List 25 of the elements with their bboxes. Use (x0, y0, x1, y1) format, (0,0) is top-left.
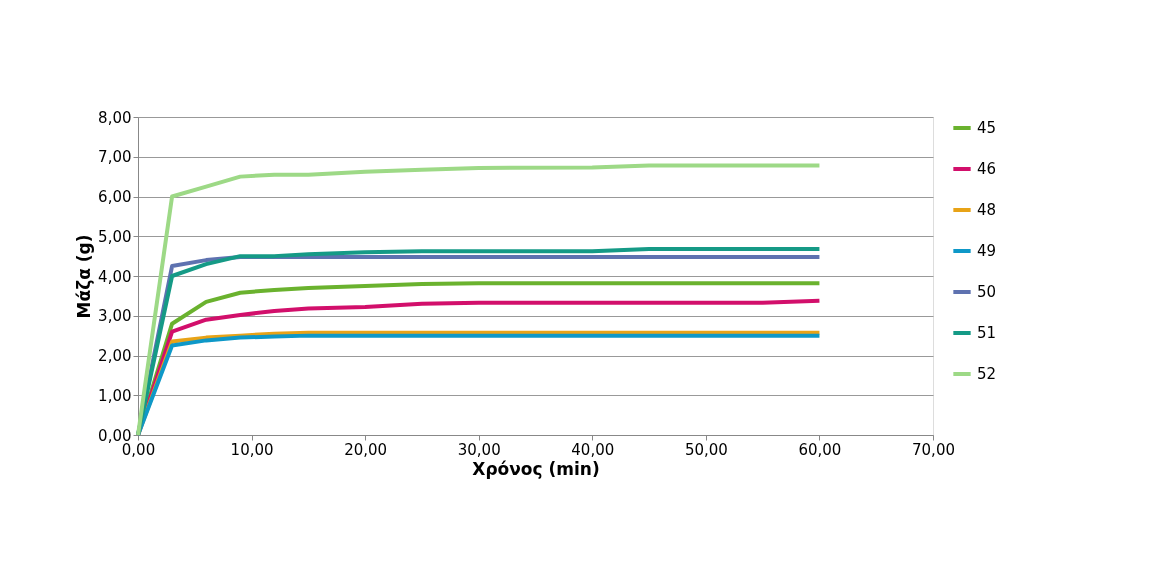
legend-label: 46 (977, 160, 997, 178)
x-tick-label: 40,00 (571, 440, 615, 459)
x-tick-label: 30,00 (457, 440, 501, 459)
x-tick-label: 70,00 (912, 440, 955, 459)
y-tick-label: 8,00 (98, 108, 132, 127)
line-series (136, 163, 822, 437)
x-axis-title: Χρόνος (min) (472, 458, 600, 479)
legend-label: 48 (977, 201, 997, 219)
y-tick-label: 4,00 (98, 267, 132, 286)
y-axis-title: Μάζα (g) (74, 234, 95, 319)
y-tick-label: 1,00 (98, 386, 132, 405)
legend-label: 51 (977, 324, 997, 342)
x-tick-label: 50,00 (684, 440, 728, 459)
legend-label: 49 (977, 242, 997, 260)
x-tick-label: 10,00 (230, 440, 274, 459)
legend-label: 45 (977, 119, 997, 137)
x-tick-label: 60,00 (798, 440, 842, 459)
legend-label: 52 (977, 365, 997, 383)
y-tick-label: 7,00 (98, 148, 132, 167)
x-tick-label: 20,00 (344, 440, 388, 459)
y-tick-label: 2,00 (98, 347, 132, 365)
y-tick-label: 5,00 (98, 227, 132, 246)
y-tick-label: 3,00 (98, 307, 132, 326)
y-tick-label: 6,00 (98, 188, 132, 206)
legend-label: 50 (977, 283, 997, 301)
